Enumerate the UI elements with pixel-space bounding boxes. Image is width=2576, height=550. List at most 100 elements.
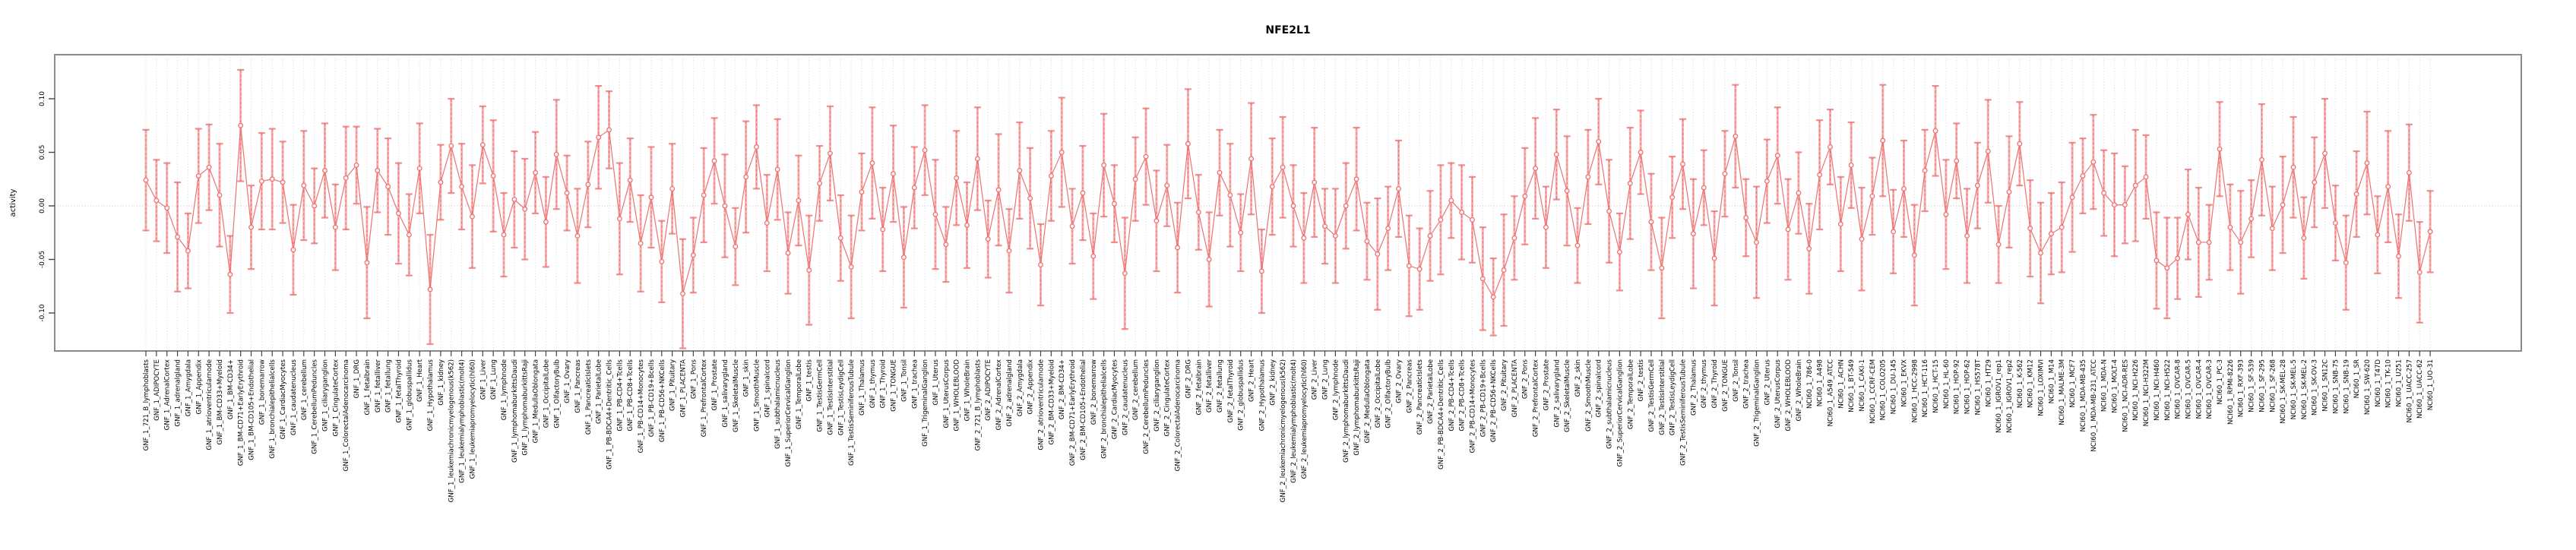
- x-tick-label: GNF_2_WholeBrain: [1796, 359, 1803, 422]
- data-point: [2375, 232, 2381, 238]
- x-tick-label: NCI60_1_SW-620: [2364, 359, 2372, 415]
- chart-title: NFE2L1: [1265, 24, 1310, 36]
- x-tick-label: GNF_1_Heart: [416, 359, 424, 402]
- data-point: [1332, 233, 1338, 239]
- data-point: [2027, 226, 2033, 232]
- x-tick-label: GNF_1_Pons: [690, 359, 698, 399]
- x-tick-label: GNF_1_adrenalgland: [175, 359, 182, 427]
- y-tick-label: 0.00: [39, 198, 46, 213]
- data-point: [2322, 150, 2328, 156]
- data-point: [648, 194, 654, 201]
- data-point: [1901, 185, 1907, 191]
- x-tick-label: GNF_2_fetalbrain: [1195, 359, 1203, 416]
- data-point: [332, 224, 338, 230]
- x-tick-label: GNF_1_testis: [806, 359, 814, 401]
- activity-line: [145, 125, 2431, 299]
- data-point: [574, 233, 581, 239]
- data-point: [1638, 150, 1644, 155]
- x-tick-label: GNF_2_MedullaOblongata: [1364, 359, 1372, 443]
- x-tick-label: GNF_1_SuperiorCervicalGanglion: [785, 359, 793, 466]
- x-tick-label: GNF_1_TemporalLobe: [796, 359, 803, 429]
- x-tick-label: GNF_2_Appendix: [1027, 359, 1035, 415]
- data-point: [416, 166, 422, 172]
- x-tick-label: NCI60_1_DU-145: [1891, 359, 1898, 414]
- data-point: [469, 213, 475, 220]
- x-tick-label: NCI60_1_HCC-2998: [1911, 359, 1919, 422]
- data-point: [869, 160, 875, 166]
- data-point: [1828, 144, 1833, 150]
- plot-border: [54, 54, 2522, 352]
- x-tick-label: GNF_2_CardiacMyocytes: [1111, 359, 1119, 439]
- data-point: [1301, 235, 1307, 241]
- data-point: [974, 156, 980, 162]
- x-tick-label: GNF_2_TONGUE: [1722, 359, 1729, 412]
- data-point: [2195, 239, 2201, 245]
- data-point: [722, 203, 728, 209]
- x-tick-label: GNF_2_CingulateCortex: [1164, 359, 1172, 437]
- y-tick-label: 0.05: [39, 144, 46, 160]
- data-point: [543, 219, 549, 225]
- x-tick-label: NCI60_1_A549_ATCC: [1827, 359, 1834, 427]
- x-tick-label: GNF_2_Lung: [1322, 359, 1330, 400]
- data-point: [1616, 249, 1622, 255]
- data-point: [1101, 162, 1107, 168]
- x-tick-label: GNF_2_DRG: [1185, 359, 1192, 398]
- x-tick-label: GNF_1_kidney: [438, 359, 445, 406]
- data-point: [206, 164, 212, 170]
- x-tick-label: GNF_2_WHOLEBLOOD: [1785, 359, 1793, 431]
- data-point: [175, 234, 181, 240]
- data-point: [406, 232, 412, 238]
- data-point: [217, 192, 223, 198]
- data-point: [954, 175, 960, 181]
- data-point: [195, 173, 201, 179]
- data-point: [627, 177, 633, 183]
- y-axis-title: activity: [9, 188, 17, 217]
- x-tick-label: GNF_2_CerebellumPeduncles: [1143, 359, 1150, 454]
- data-point: [1069, 223, 1075, 229]
- x-tick-label: NCI60_1_SF-268: [2269, 359, 2277, 412]
- data-point: [280, 179, 286, 185]
- x-tick-label: GNF_2_TestisLeydigCell: [1669, 359, 1677, 435]
- x-tick-label: GNF_1_TestisInterstitial: [827, 359, 834, 435]
- x-tick-label: NCI60_1_K-562: [2017, 359, 2024, 408]
- x-tick-label: NCI60_1_IGROV1_rep2: [2006, 359, 2014, 433]
- x-tick-label: NCI60_1_OVCAR-5: [2185, 359, 2192, 419]
- data-point: [1038, 262, 1043, 267]
- x-tick-label: NCI60_1_EKVX: [1900, 359, 1908, 407]
- x-tick-label: GNF_2_SmoothMuscle: [1585, 359, 1593, 431]
- data-point: [1048, 173, 1054, 179]
- x-tick-label: GNF_1_lymphomaburkittsDaudi: [511, 359, 519, 463]
- x-tick-label: NCI60_1_HL-60: [1943, 359, 1951, 409]
- x-tick-label: GNF_1_Hypothalamus: [427, 359, 435, 431]
- x-tick-label: NCI60_1_NCI-H226: [2132, 359, 2140, 421]
- x-tick-label: GNF_2_atrioventricularnode: [1038, 359, 1046, 450]
- x-tick-label: GNF_2_Ovary: [1396, 359, 1404, 403]
- x-tick-label: NCI60_1_SF-539: [2248, 359, 2256, 412]
- data-point: [891, 171, 897, 177]
- x-tick-label: GNF_2_OlfactoryBulb: [1385, 359, 1393, 428]
- data-point: [427, 286, 433, 292]
- x-tick-label: NCI60_1_COLO205: [1880, 359, 1888, 420]
- x-tick-label: GNF_1_leukemiachronicmyelogenous(k562): [448, 359, 456, 502]
- x-tick-label: GNF_2_kidney: [1269, 359, 1277, 406]
- x-tick-label: NCI60_1_HOP-92: [1954, 359, 1961, 414]
- x-tick-label: GNF_1_fetalThyroid: [395, 359, 403, 423]
- data-point: [1869, 193, 1875, 199]
- data-point: [2396, 253, 2401, 259]
- x-tick-label: GNF_1_Pituitary: [669, 359, 677, 411]
- data-point: [1564, 188, 1570, 194]
- x-tick-label: NCI60_1_UO-31: [2427, 359, 2435, 410]
- x-tick-label: GNF_1_Ovary: [564, 359, 571, 403]
- x-tick-label: GNF_1_ciliaryganglion: [322, 359, 330, 431]
- data-point: [1553, 151, 1559, 157]
- data-point: [2353, 191, 2359, 197]
- data-point: [754, 144, 759, 150]
- x-tick-label: GNF_1_TONGUE: [891, 359, 898, 412]
- x-tick-label: GNF_2_Uterus: [1764, 359, 1771, 405]
- data-point: [1764, 179, 1770, 185]
- x-tick-label: GNF_1_fetalliver: [375, 359, 382, 413]
- x-tick-label: GNF_1_salivarygland: [722, 359, 729, 428]
- data-point: [1490, 294, 1496, 300]
